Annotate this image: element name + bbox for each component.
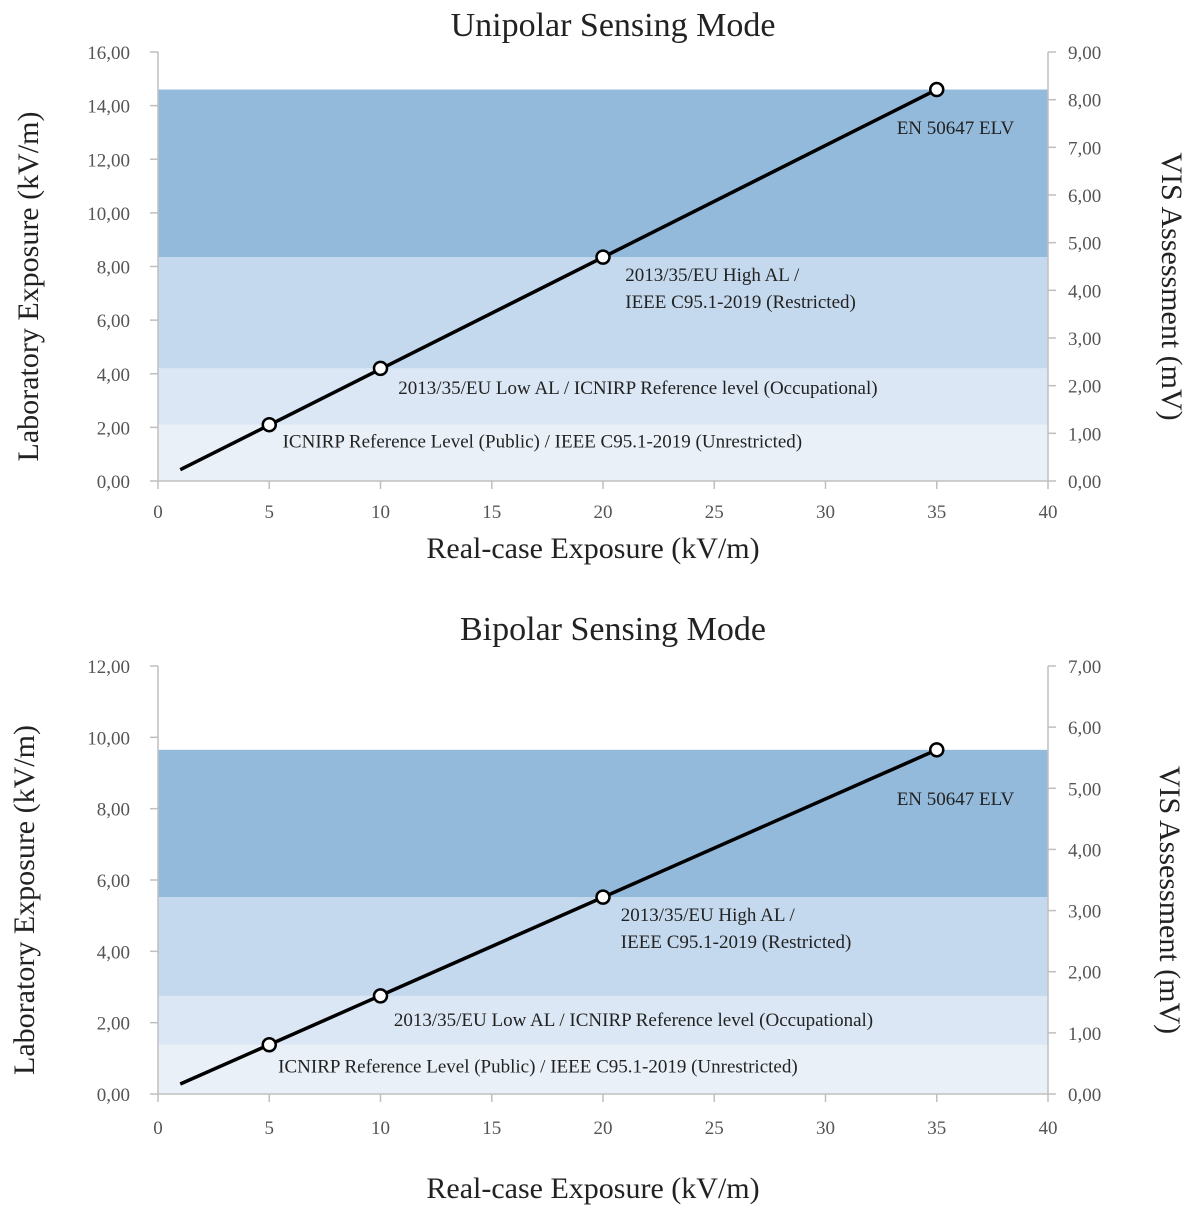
y-tick-label: 10,00 (87, 204, 130, 225)
data-point (372, 360, 389, 377)
y-tick-label: 12,00 (87, 150, 130, 171)
x-tick-label: 25 (705, 502, 724, 523)
x-tick-label: 30 (816, 1118, 835, 1139)
x-tick-label: 35 (927, 1118, 946, 1139)
y2-tick-label: 1,00 (1068, 424, 1101, 445)
band-label: 2013/35/EU Low AL / ICNIRP Reference lev… (398, 378, 877, 399)
band-label: EN 50647 ELV (897, 118, 1015, 139)
y-tick-label: 16,00 (87, 43, 130, 64)
y2-tick-label: 7,00 (1068, 657, 1101, 678)
x-tick-label: 15 (482, 1118, 501, 1139)
data-point (929, 742, 945, 758)
x-tick-label: 20 (594, 1118, 613, 1139)
exposure-band-1 (158, 995, 1048, 1045)
x-tick-label: 0 (153, 502, 163, 523)
y-tick-label: 0,00 (97, 472, 130, 493)
y-tick-label: 2,00 (97, 418, 130, 439)
x-tick-label: 0 (153, 1118, 163, 1139)
y2-tick-label: 2,00 (1068, 377, 1101, 398)
y2-tick-label: 0,00 (1068, 472, 1101, 493)
y2-tick-label: 6,00 (1068, 718, 1101, 739)
y2-axis-title: VIS Assessment (mV) (1155, 152, 1188, 420)
x-tick-label: 10 (371, 502, 390, 523)
y2-tick-label: 5,00 (1068, 779, 1101, 800)
y-tick-label: 0,00 (97, 1085, 130, 1106)
exposure-band-0 (158, 424, 1048, 481)
x-tick-label: 20 (594, 502, 613, 523)
exposure-band-0 (158, 1044, 1048, 1094)
y2-tick-label: 3,00 (1068, 902, 1101, 923)
x-tick-label: 5 (265, 1118, 275, 1139)
band-label: ICNIRP Reference Level (Public) / IEEE C… (283, 431, 803, 452)
band-label: ICNIRP Reference Level (Public) / IEEE C… (278, 1057, 798, 1078)
y-tick-label: 14,00 (87, 97, 130, 118)
y2-tick-label: 7,00 (1068, 138, 1101, 159)
x-tick-label: 15 (482, 502, 501, 523)
x-tick-label: 40 (1039, 1118, 1058, 1139)
data-point (595, 889, 611, 905)
y2-tick-label: 6,00 (1068, 186, 1101, 207)
y-tick-label: 4,00 (97, 365, 130, 386)
data-point (929, 81, 945, 98)
data-point (372, 988, 389, 1004)
exposure-band-3 (158, 89, 1048, 258)
band-label: 2013/35/EU High AL / (621, 905, 796, 926)
band-label: 2013/35/EU Low AL / ICNIRP Reference lev… (394, 1010, 873, 1031)
y2-tick-label: 0,00 (1068, 1085, 1101, 1106)
y-tick-label: 6,00 (97, 871, 130, 892)
band-label: EN 50647 ELV (897, 789, 1015, 810)
x-tick-label: 35 (927, 502, 946, 523)
y2-tick-label: 3,00 (1068, 329, 1101, 350)
band-label: 2013/35/EU High AL / (625, 265, 800, 286)
chart-title: Bipolar Sensing Mode (460, 611, 766, 648)
x-tick-label: 5 (265, 502, 275, 523)
y-tick-label: 8,00 (97, 258, 130, 279)
y-tick-label: 4,00 (97, 942, 130, 963)
x-axis-title: Real-case Exposure (kV/m) (426, 532, 759, 565)
chart-title: Unipolar Sensing Mode (451, 7, 776, 44)
data-point (261, 416, 277, 433)
exposure-band-2 (158, 257, 1048, 369)
y-tick-label: 12,00 (87, 657, 130, 678)
chart-bipolar: 0,00 2,00 4,00 6,00 8,00 10,00 12,00 0,00 1,00 2,… (8, 611, 1186, 1205)
x-tick-label: 10 (371, 1118, 390, 1139)
y-axis-title: Laboratory Exposure (kV/m) (12, 112, 45, 462)
x-tick-label: 40 (1039, 502, 1058, 523)
x-tick-label: 25 (705, 1118, 724, 1139)
exposure-band-2 (158, 897, 1048, 996)
y2-tick-label: 9,00 (1068, 43, 1101, 64)
y-tick-label: 8,00 (97, 800, 130, 821)
y2-tick-label: 4,00 (1068, 281, 1101, 302)
exposure-band-1 (158, 368, 1048, 425)
series-line (179, 87, 938, 472)
y-tick-label: 10,00 (87, 728, 130, 749)
y2-axis-title: VIS Assessment (mV) (1153, 766, 1186, 1034)
band-label: IEEE C95.1-2019 (Restricted) (621, 932, 852, 953)
band-label: IEEE C95.1-2019 (Restricted) (625, 292, 856, 313)
data-point (595, 249, 611, 265)
y2-tick-label: 4,00 (1068, 840, 1101, 861)
y2-tick-label: 1,00 (1068, 1024, 1101, 1045)
y2-tick-label: 8,00 (1068, 91, 1101, 112)
chart-unipolar: 0,00 2,00 4,00 6,00 8,00 10,00 12,00 14,00 16,00… (12, 7, 1188, 565)
x-axis-title: Real-case Exposure (kV/m) (426, 1172, 759, 1205)
data-point (261, 1037, 277, 1053)
y-tick-label: 2,00 (97, 1014, 130, 1035)
y-axis-title: Laboratory Exposure (kV/m) (8, 725, 41, 1075)
y2-tick-label: 5,00 (1068, 234, 1101, 255)
series-line (179, 748, 938, 1086)
exposure-band-3 (158, 749, 1048, 898)
y-tick-label: 6,00 (97, 311, 130, 332)
y2-tick-label: 2,00 (1068, 963, 1101, 984)
x-tick-label: 30 (816, 502, 835, 523)
